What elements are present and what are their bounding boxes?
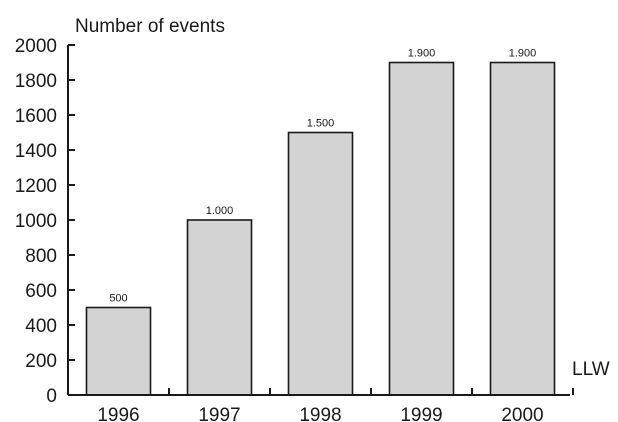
y-tick-label: 400 bbox=[25, 316, 57, 337]
x-tick-label: 2000 bbox=[501, 405, 543, 422]
data-label-1998: 1.500 bbox=[307, 118, 335, 130]
x-axis-title: LLW bbox=[572, 359, 610, 380]
x-tick-label: 1999 bbox=[400, 405, 442, 422]
y-tick-label: 2000 bbox=[15, 36, 57, 57]
x-tick-label: 1996 bbox=[97, 405, 139, 422]
bar-2000 bbox=[489, 61, 556, 396]
y-tick-label: 1600 bbox=[15, 106, 57, 127]
data-label-2000: 1.900 bbox=[509, 48, 537, 60]
bar-1998 bbox=[287, 131, 354, 396]
x-tick-label: 1997 bbox=[198, 405, 240, 422]
x-axis-ticks: 1996 1997 1998 1999 2000 bbox=[97, 388, 574, 422]
y-tick-label: 1200 bbox=[15, 176, 57, 197]
y-axis-title: Number of events bbox=[75, 16, 225, 37]
y-tick-label: 1400 bbox=[15, 141, 57, 162]
bar-1997 bbox=[186, 219, 253, 396]
data-labels: 500 1.000 1.500 1.900 1.900 bbox=[109, 48, 536, 305]
y-tick-label: 1800 bbox=[15, 71, 57, 92]
x-tick-label: 1998 bbox=[299, 405, 341, 422]
y-tick-label: 800 bbox=[25, 246, 57, 267]
y-tick-label: 600 bbox=[25, 281, 57, 302]
data-label-1999: 1.900 bbox=[408, 48, 436, 60]
y-tick-label: 200 bbox=[25, 351, 57, 372]
bars bbox=[85, 61, 556, 396]
y-tick-label: 0 bbox=[46, 386, 57, 407]
data-label-1996: 500 bbox=[109, 293, 127, 305]
y-axis-ticks: 0 200 400 600 800 1000 1200 1400 1600 1800 2000 bbox=[15, 36, 75, 407]
y-tick-label: 1000 bbox=[15, 211, 57, 232]
bar-1996 bbox=[85, 306, 152, 396]
bar-1999 bbox=[388, 61, 455, 396]
data-label-1997: 1.000 bbox=[206, 205, 234, 217]
